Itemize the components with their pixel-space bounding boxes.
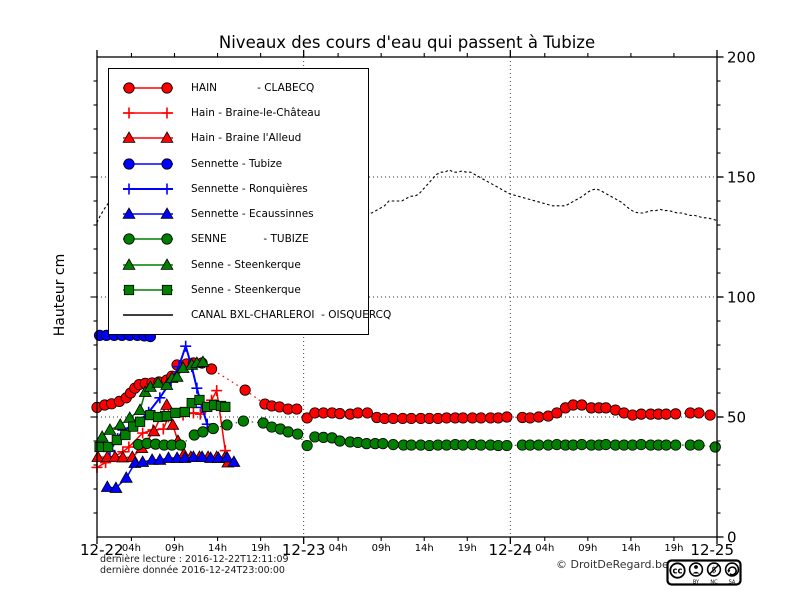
legend-marker-circle: [123, 233, 173, 246]
y-tick-label: 50: [727, 409, 746, 427]
legend-item-senne-tubize: SENNE - TUBIZE: [119, 228, 368, 250]
legend-label: Senne - Steenkerque: [191, 258, 301, 271]
last-read-text: dernière lecture : 2016-12-22T12:11:09: [100, 554, 289, 565]
legend-label: Sennette - Ronquières: [191, 182, 308, 195]
legend-label: HAIN - CLABECQ: [191, 81, 315, 94]
svg-text:BY: BY: [693, 579, 700, 585]
x-hour-label: 19h: [458, 543, 477, 554]
legend-marker-triangle: [122, 207, 174, 219]
legend-label: Hain - Braine-le-Château: [191, 106, 321, 119]
x-hour-label: 04h: [535, 543, 554, 554]
by-icon: BY: [688, 562, 704, 585]
svg-text:cc: cc: [672, 567, 682, 577]
legend-marker-plus: [123, 107, 173, 119]
legend-item-hain-braine-l-alleud: Hain - Braine l'Alleud: [119, 127, 368, 149]
x-hour-label: 09h: [165, 543, 184, 554]
series-line-sennette-ecaussinnes: [107, 456, 235, 489]
svg-text:NC: NC: [710, 579, 718, 585]
legend-marker-plus: [123, 183, 173, 195]
copyright-text: © DroitDeRegard.be: [556, 558, 669, 571]
y-tick-label: 0: [727, 529, 737, 547]
x-hour-label: 19h: [664, 543, 683, 554]
legend-item-sennette-tubize: Sennette - Tubize: [119, 153, 368, 175]
legend-item-canal-bxl-charleroi-oisquercq: CANAL BXL-CHARLEROI - OISQUERCQ: [119, 304, 391, 326]
legend-marker-circle: [123, 82, 173, 94]
legend-label: Hain - Braine l'Alleud: [191, 132, 302, 145]
legend-item-sennette-ecaussinnes: Sennette - Ecaussinnes: [119, 203, 368, 225]
legend-marker-triangle: [122, 257, 174, 270]
nc-icon: $ NC: [706, 562, 722, 585]
legend-item-hain-braine-le-chateau: Hain - Braine-le-Château: [119, 102, 368, 124]
x-hour-label: 14h: [208, 543, 227, 554]
svg-text:SA: SA: [729, 579, 736, 585]
legend-item-sennette-ronquieres: Sennette - Ronquières: [119, 178, 368, 200]
footer-status: dernière lecture : 2016-12-22T12:11:09 d…: [100, 554, 289, 576]
legend-label: SENNE - TUBIZE: [191, 233, 309, 246]
x-hour-label: 14h: [415, 543, 434, 554]
series-line-canal-bxl-charleroi-oisquercq: [96, 169, 717, 223]
legend-label: Sennette - Ecaussinnes: [191, 208, 314, 221]
svg-text:$: $: [711, 566, 716, 576]
cc-icon: cc: [669, 562, 686, 579]
legend-marker-circle: [123, 157, 173, 170]
legend-item-senne-steenkerque-amont: Senne - Steenkerque: [119, 254, 368, 276]
y-tick-label: 150: [727, 169, 756, 187]
last-data-text: dernière donnée 2016-12-24T23:00:00: [100, 564, 285, 576]
legend: HAIN - CLABECQ Hain - Braine-le-Château Ha…: [108, 68, 391, 335]
legend-label: CANAL BXL-CHARLEROI - OISQUERCQ: [191, 309, 392, 322]
legend-item-hain-clabecq: HAIN - CLABECQ: [119, 77, 368, 99]
legend-marker-triangle: [122, 131, 174, 144]
cc-license-icons: cc BY $ NC SA: [666, 559, 742, 586]
x-hour-label: 04h: [122, 543, 141, 554]
x-date-label: 12-25: [690, 541, 734, 559]
x-hour-label: 09h: [372, 543, 391, 554]
x-hour-label: 19h: [251, 543, 270, 554]
x-date-label: 12-23: [282, 541, 326, 559]
legend-label: Senne - Steenkerque: [191, 284, 301, 297]
y-tick-label: 100: [727, 289, 756, 307]
cc-license-badge: cc BY $ NC SA: [666, 559, 742, 590]
x-hour-label: 09h: [578, 543, 597, 554]
legend-marker-square: [123, 284, 173, 296]
legend-item-senne-steenkerque-aval: Senne - Steenkerque: [119, 279, 368, 301]
sa-icon: SA: [724, 562, 740, 585]
x-date-label: 12-24: [489, 541, 533, 559]
legend-marker-none: [123, 314, 173, 317]
chart-title: Niveaux des cours d'eau qui passent à Tu…: [218, 33, 596, 52]
x-hour-label: 04h: [329, 543, 348, 554]
x-date-label: 12-22: [80, 541, 124, 559]
x-hour-label: 14h: [621, 543, 640, 554]
legend-label: Sennette - Tubize: [191, 157, 283, 170]
y-axis-label: Hauteur cm: [52, 253, 68, 337]
y-tick-label: 200: [727, 49, 756, 67]
